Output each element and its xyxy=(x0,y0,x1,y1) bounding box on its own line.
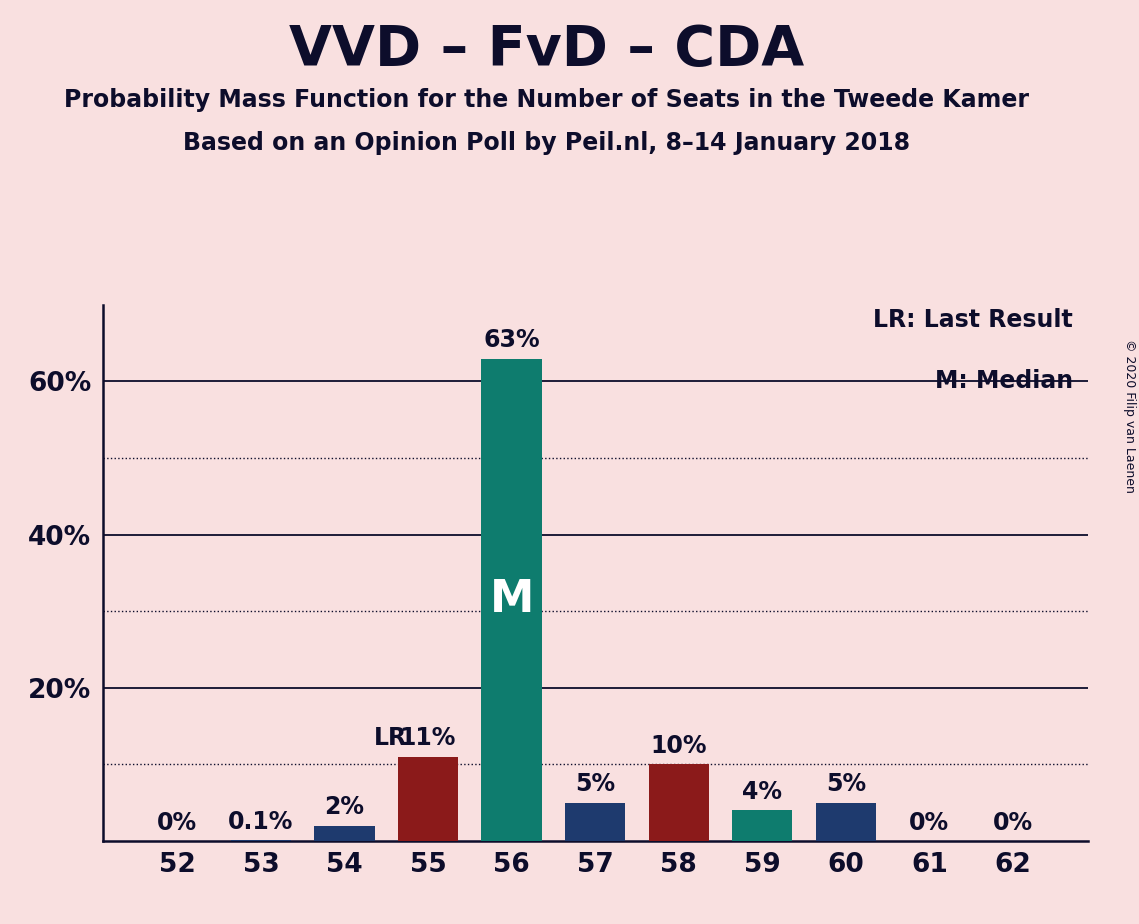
Bar xyxy=(732,810,793,841)
Text: 5%: 5% xyxy=(575,772,615,796)
Text: VVD – FvD – CDA: VVD – FvD – CDA xyxy=(289,23,804,77)
Text: Probability Mass Function for the Number of Seats in the Tweede Kamer: Probability Mass Function for the Number… xyxy=(64,88,1030,112)
Text: Based on an Opinion Poll by Peil.nl, 8–14 January 2018: Based on an Opinion Poll by Peil.nl, 8–1… xyxy=(183,131,910,155)
Text: 11%: 11% xyxy=(400,726,457,750)
Text: 4%: 4% xyxy=(743,780,782,804)
Text: 63%: 63% xyxy=(483,328,540,352)
Text: 0%: 0% xyxy=(993,810,1033,834)
Bar xyxy=(816,803,876,841)
Text: M: M xyxy=(490,578,534,621)
Text: 0%: 0% xyxy=(909,810,950,834)
Bar xyxy=(482,359,542,841)
Text: LR: Last Result: LR: Last Result xyxy=(874,308,1073,332)
Text: 10%: 10% xyxy=(650,735,707,759)
Bar xyxy=(565,803,625,841)
Text: 5%: 5% xyxy=(826,772,866,796)
Text: 0.1%: 0.1% xyxy=(228,810,294,834)
Text: 0%: 0% xyxy=(157,810,197,834)
Bar xyxy=(314,825,375,841)
Text: 2%: 2% xyxy=(325,796,364,820)
Bar xyxy=(398,757,458,841)
Text: M: Median: M: Median xyxy=(935,370,1073,394)
Text: LR: LR xyxy=(374,726,407,750)
Text: © 2020 Filip van Laenen: © 2020 Filip van Laenen xyxy=(1123,339,1137,492)
Bar xyxy=(648,764,708,841)
